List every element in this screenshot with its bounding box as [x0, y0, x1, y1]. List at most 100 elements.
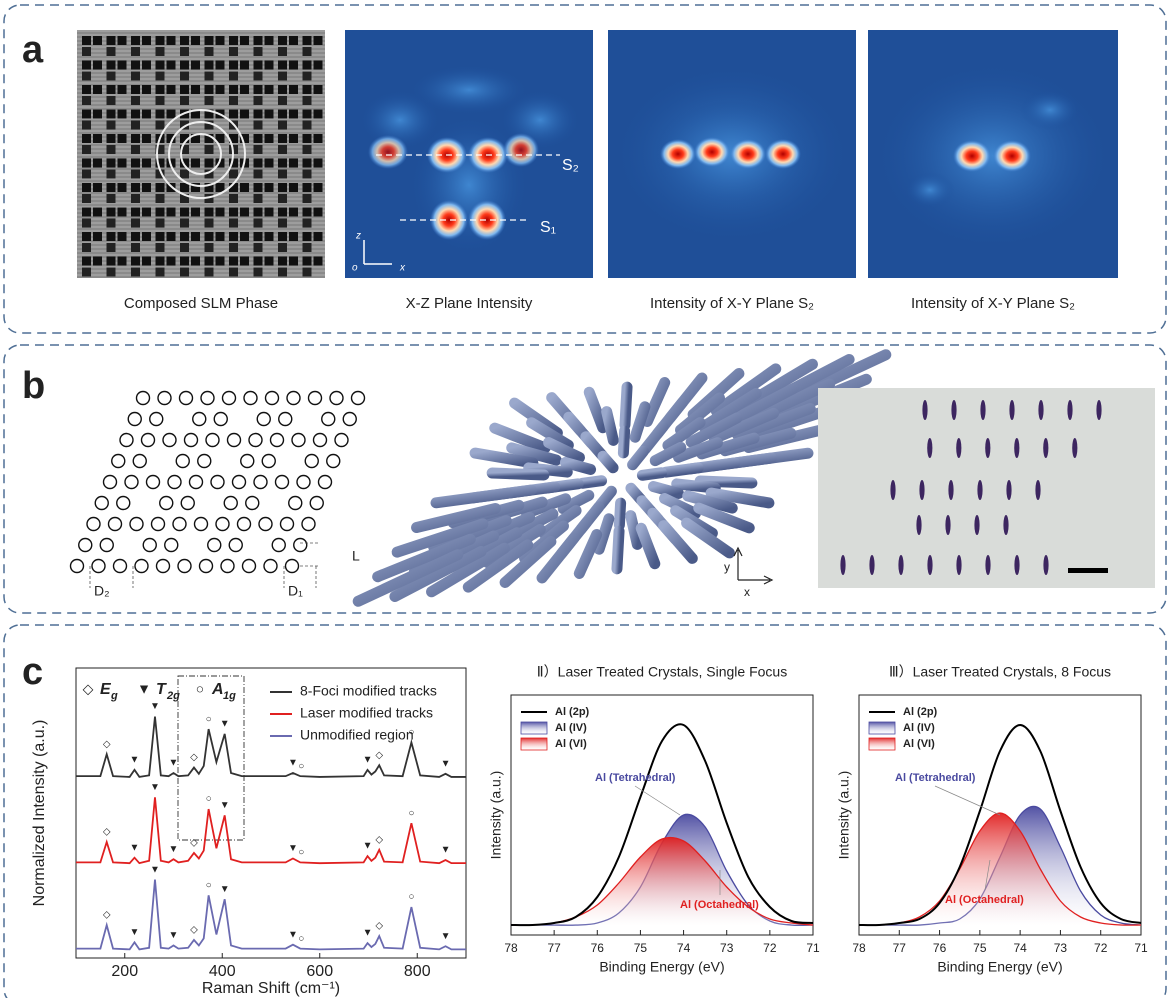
slm-cell [82, 183, 91, 192]
cylinder [653, 487, 678, 494]
slm-cell [278, 170, 287, 179]
track-mark [956, 438, 961, 458]
slm-cell [314, 159, 323, 168]
slm-cell [303, 110, 312, 119]
track-mark [1096, 400, 1101, 420]
lattice-site [200, 560, 213, 573]
image-label: S₂ [562, 157, 579, 174]
slm-cell [93, 257, 102, 266]
line [76, 880, 466, 950]
slm-cell [254, 134, 263, 143]
slm-cell [278, 85, 287, 94]
slm-cell [93, 208, 102, 217]
slm-cell [314, 208, 323, 217]
lattice-site [314, 434, 327, 447]
slm-cell [118, 208, 127, 217]
track-mark [1035, 480, 1040, 500]
slm-cell [93, 61, 102, 70]
annotation-leader [935, 786, 1000, 815]
slm-cell [278, 219, 287, 228]
slm-cell [107, 96, 116, 105]
x-tick-label: 76 [591, 941, 605, 955]
xy-intensity-image [868, 30, 1118, 278]
peak-symbol: ◇ [375, 921, 383, 932]
slm-cell [82, 47, 91, 56]
slm-cell [191, 257, 200, 266]
track-mark [1014, 555, 1019, 575]
lattice-site [276, 476, 289, 489]
track-mark [927, 438, 932, 458]
slm-cell [205, 243, 214, 252]
lattice-site [92, 560, 105, 573]
slm-cell [118, 232, 127, 241]
slm-cell [131, 243, 140, 252]
peak-symbol: ◇ [190, 925, 198, 936]
slm-cell [216, 257, 225, 266]
peak-symbol: ▼ [220, 884, 230, 895]
slm-cell [314, 134, 323, 143]
slm-cell [142, 36, 151, 45]
cylinder [666, 468, 698, 472]
slm-cell [118, 110, 127, 119]
track-mark [927, 555, 932, 575]
slm-cell [229, 47, 238, 56]
lattice-site [272, 539, 285, 552]
slm-cell [191, 208, 200, 217]
lattice-site [254, 476, 267, 489]
lattice-site [152, 518, 165, 531]
slm-cell [303, 170, 312, 179]
slm-cell [314, 232, 323, 241]
peak-symbol: ▼ [169, 758, 179, 769]
figure: a b c S₂ S₁ z o x Composed SLM Phase X-Z… [0, 0, 1170, 998]
slm-cell [216, 208, 225, 217]
legend-swatch [869, 722, 895, 734]
panel-label: a [22, 29, 44, 71]
slm-cell [82, 36, 91, 45]
slm-cell [107, 219, 116, 228]
slm-cell [93, 232, 102, 241]
peak-symbol: ▼ [150, 701, 160, 712]
slm-cell [142, 232, 151, 241]
x-axis-label: Binding Energy (eV) [599, 959, 724, 975]
x-tick-label: 77 [893, 941, 907, 955]
slm-cell [156, 72, 165, 81]
slm-cell [131, 36, 140, 45]
lattice-site [238, 518, 251, 531]
slm-cell [278, 110, 287, 119]
slm-cell [131, 183, 140, 192]
lattice-site [104, 476, 117, 489]
slm-cell [254, 121, 263, 130]
lattice-site [249, 434, 262, 447]
track-mark [1067, 400, 1072, 420]
slm-cell [131, 145, 140, 154]
lattice-site [271, 434, 284, 447]
track-mark [898, 555, 903, 575]
slm-cell [191, 36, 200, 45]
slm-cell [167, 208, 176, 217]
peak-symbol: ▼ [150, 864, 160, 875]
slm-cell [205, 47, 214, 56]
lattice [71, 392, 365, 573]
haze [1020, 90, 1080, 130]
slm-cell [82, 243, 91, 252]
charts: 200400600800Raman Shift (cm⁻¹)Normalized… [31, 664, 1148, 998]
slm-cell [93, 85, 102, 94]
slm-cell [303, 47, 312, 56]
slm-cell [131, 96, 140, 105]
lattice-site [305, 455, 318, 468]
slm-cell [93, 183, 102, 192]
slm-cell [254, 96, 263, 105]
slm-cell [314, 110, 323, 119]
slm-cell [131, 208, 140, 217]
slm-cell [303, 194, 312, 203]
slm-cell [107, 121, 116, 130]
lattice-site [79, 539, 92, 552]
lattice-site [335, 434, 348, 447]
lattice-site [264, 560, 277, 573]
slm-cell [205, 268, 214, 277]
peak-symbol: ▼ [150, 782, 160, 793]
slm-cell [191, 61, 200, 70]
xy-intensity-image [608, 30, 856, 278]
track-mark [1072, 438, 1077, 458]
legend-symbol-sub: g [110, 690, 118, 702]
